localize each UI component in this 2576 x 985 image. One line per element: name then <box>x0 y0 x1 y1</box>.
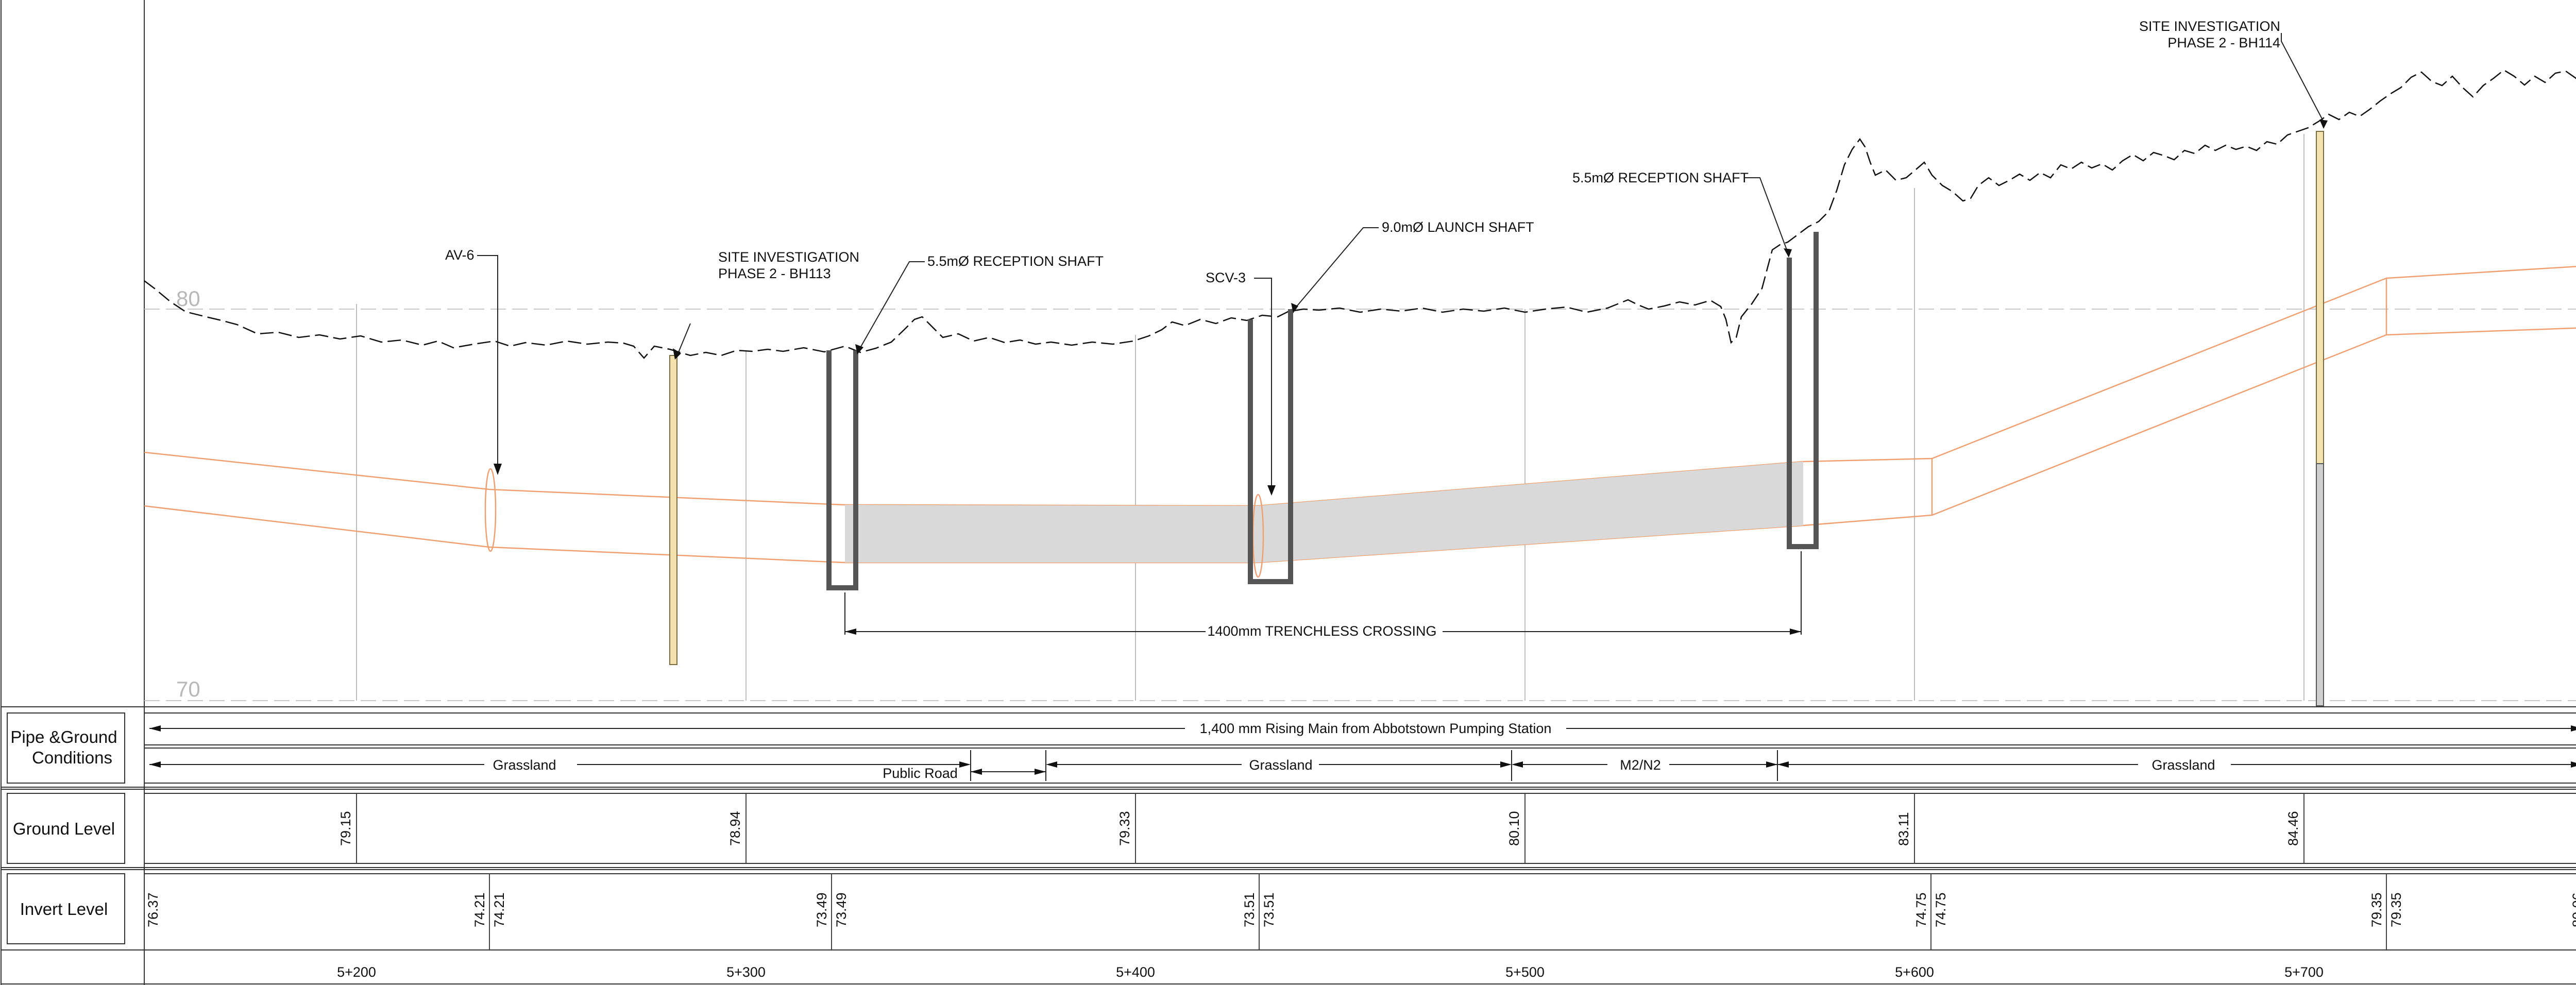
condition-m2-n2: M2/N2 <box>1620 757 1661 773</box>
reception-shaft-2 <box>1787 232 1819 549</box>
ground-level-value: 79.15 <box>338 811 353 846</box>
label-si-bh113-line1: SITE INVESTIGATION <box>718 249 859 265</box>
invert-level-value: 74.75 <box>1913 892 1929 927</box>
condition-grassland-1: Grassland <box>493 757 556 773</box>
ground-level-value: 80.10 <box>1506 811 1522 846</box>
annotation-leaders <box>477 33 2328 496</box>
label-av6: AV-6 <box>445 247 474 263</box>
label-reception-shaft-1: 5.5mØ RECEPTION SHAFT <box>927 253 1104 269</box>
conditions-dimension <box>149 750 2576 781</box>
rising-main-label: 1,400 mm Rising Main from Abbotstown Pum… <box>1200 721 1552 736</box>
reception-shaft-1 <box>826 350 858 590</box>
invert-level-value: 79.35 <box>2388 892 2404 927</box>
chainage-label: 5+700 <box>2284 964 2324 980</box>
grid-label-70: 70 <box>176 677 200 701</box>
invert-level-value: 74.21 <box>492 892 507 927</box>
condition-grassland-3: Grassland <box>2151 757 2215 773</box>
chainage-label: 5+300 <box>726 964 766 980</box>
row-header-ground-level: Ground Level <box>13 819 115 838</box>
row-header-pipe-ground-line2: Conditions <box>32 748 112 767</box>
borehole-bh114 <box>2316 131 2324 706</box>
label-si-bh114-line1: SITE INVESTIGATION <box>2139 19 2280 34</box>
label-si-bh114-line2: PHASE 2 - BH114 <box>2167 35 2280 50</box>
grid-label-80: 80 <box>176 286 200 311</box>
invert-level-value: 74.75 <box>1933 892 1948 927</box>
invert-level-value: 80.06 <box>2570 892 2576 927</box>
ground-level-value: 83.11 <box>1896 812 1911 846</box>
invert-level-values: 76.37 74.21 74.21 73.49 73.49 73.51 73.5… <box>145 892 2576 927</box>
chainage-label: 5+500 <box>1505 964 1545 980</box>
chainage-labels: 5+200 5+300 5+400 5+500 5+600 5+700 <box>337 964 2324 980</box>
invert-level-value: 73.49 <box>834 892 849 927</box>
label-launch-shaft: 9.0mØ LAUNCH SHAFT <box>1382 219 1534 235</box>
invert-level-value: 76.37 <box>145 892 161 927</box>
rising-main-dimension <box>149 725 2576 732</box>
row-header-pipe-ground-line1: Pipe &Ground <box>10 727 117 746</box>
ground-level-values: 79.15 78.94 79.33 80.10 83.11 84.46 <box>338 811 2301 846</box>
label-scv3: SCV-3 <box>1206 270 1246 285</box>
invert-level-value: 79.35 <box>2369 892 2384 927</box>
invert-level-value: 73.51 <box>1242 892 1257 927</box>
label-reception-shaft-2: 5.5mØ RECEPTION SHAFT <box>1572 170 1749 185</box>
invert-level-value: 73.49 <box>814 892 829 927</box>
chainage-label: 5+600 <box>1895 964 1934 980</box>
ground-profile <box>144 69 2576 359</box>
label-trenchless-crossing: 1400mm TRENCHLESS CROSSING <box>1207 623 1436 639</box>
row-header-invert-level: Invert Level <box>20 899 108 919</box>
borehole-bh113 <box>669 355 677 665</box>
ground-level-value: 78.94 <box>727 811 743 846</box>
av6-valve-symbol <box>484 468 497 552</box>
condition-grassland-2: Grassland <box>1249 757 1312 773</box>
launch-shaft <box>1248 309 1293 584</box>
trenchless-dimension <box>844 551 1802 635</box>
ground-level-ticks <box>356 793 2304 863</box>
chainage-label: 5+200 <box>337 964 376 980</box>
trenchless-crossing-fill <box>845 462 1803 563</box>
invert-level-value: 73.51 <box>1261 892 1277 927</box>
invert-level-ticks <box>489 874 2387 950</box>
ground-level-value: 84.46 <box>2285 811 2301 846</box>
invert-level-value: 74.21 <box>472 892 487 927</box>
elevation-grid: 80 70 <box>144 134 2576 701</box>
condition-public-road: Public Road <box>883 766 958 781</box>
ground-level-value: 79.33 <box>1117 811 1132 846</box>
label-si-bh113-line2: PHASE 2 - BH113 <box>718 266 831 281</box>
chainage-label: 5+400 <box>1116 964 1155 980</box>
